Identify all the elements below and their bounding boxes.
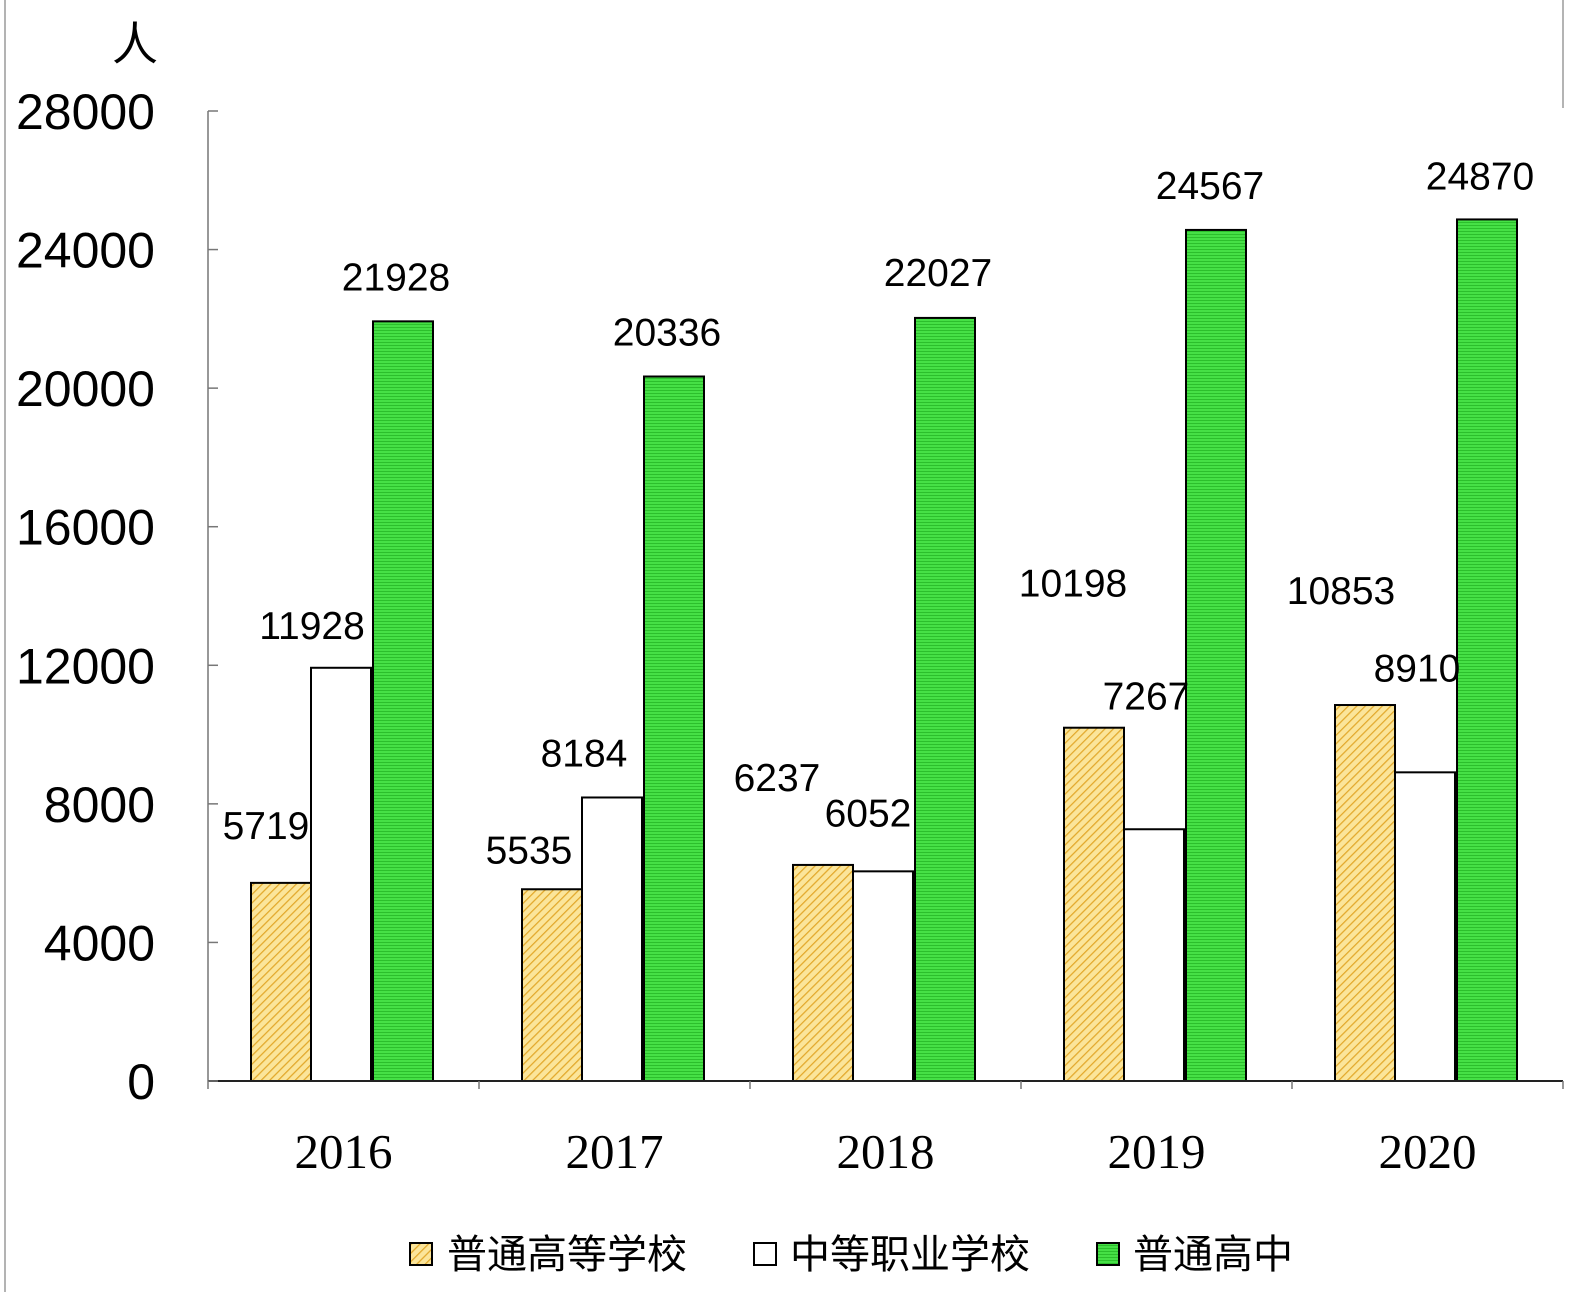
bar-general-higher-education-2016 <box>250 881 312 1082</box>
y-tick-label: 16000 <box>16 500 155 556</box>
legend-item-general-high-school: 普通高中 <box>1096 1232 1293 1278</box>
legend-swatch-hatched-yellow <box>409 1242 433 1266</box>
y-tick-label: 24000 <box>16 223 155 279</box>
y-tick-label: 28000 <box>16 84 155 140</box>
y-tick-label: 4000 <box>44 915 155 971</box>
data-label: 5719 <box>223 805 310 848</box>
legend: 普通高等学校 中等职业学校 普通高中 <box>409 1232 1293 1278</box>
data-label: 22027 <box>884 252 992 295</box>
legend-swatch-white <box>753 1242 777 1266</box>
legend-label: 中等职业学校 <box>790 1232 1030 1278</box>
data-label: 10198 <box>1019 563 1127 606</box>
x-category-label: 2016 <box>295 1124 393 1179</box>
bar-general-higher-education-2019 <box>1063 726 1125 1083</box>
bar-general-higher-education-2017 <box>521 888 583 1082</box>
y-axis-unit-label: 人 <box>112 17 158 71</box>
legend-swatch-green <box>1096 1242 1120 1266</box>
bar-secondary-vocational-2017 <box>581 796 643 1082</box>
data-label: 8910 <box>1374 647 1461 690</box>
bar-general-high-school-2016 <box>372 320 434 1082</box>
x-category-label: 2018 <box>837 1124 935 1179</box>
bar-general-high-school-2017 <box>643 375 705 1082</box>
data-label: 21928 <box>342 256 450 299</box>
bar-general-high-school-2019 <box>1185 228 1247 1082</box>
data-label: 10853 <box>1287 570 1395 613</box>
x-ticks-group: 2016 2017 2018 2019 2020 <box>207 1081 1564 1179</box>
legend-item-secondary-vocational: 中等职业学校 <box>753 1232 1030 1278</box>
y-tick-label: 12000 <box>16 638 155 694</box>
y-tick-label: 8000 <box>44 777 155 833</box>
data-label: 24870 <box>1426 155 1534 198</box>
bar-general-high-school-2018 <box>914 316 976 1082</box>
y-ticks-group: 0 4000 8000 12000 16000 20000 24000 28000 <box>16 84 218 1110</box>
bar-general-high-school-2020 <box>1456 218 1518 1083</box>
data-label: 6052 <box>825 792 912 835</box>
bar-secondary-vocational-2016 <box>310 666 372 1083</box>
legend-label: 普通高中 <box>1133 1232 1293 1278</box>
data-label: 11928 <box>259 605 365 648</box>
data-label: 6237 <box>734 757 821 800</box>
legend-label: 普通高等学校 <box>447 1232 687 1278</box>
axes-group <box>207 111 1563 1082</box>
bar-secondary-vocational-2020 <box>1394 771 1456 1082</box>
legend-item-general-higher-education: 普通高等学校 <box>409 1232 687 1278</box>
data-label: 8184 <box>541 732 628 775</box>
data-label: 24567 <box>1156 165 1264 208</box>
bar-general-higher-education-2018 <box>792 863 854 1082</box>
y-tick-label: 20000 <box>16 361 155 417</box>
x-category-label: 2019 <box>1108 1124 1206 1179</box>
bar-secondary-vocational-2018 <box>852 870 914 1082</box>
x-category-label: 2017 <box>566 1124 664 1179</box>
y-tick-label: 0 <box>127 1054 155 1110</box>
data-labels-group: 5719 5535 6237 10198 10853 11928 8184 6052 7267 8… <box>223 155 1535 872</box>
data-label: 20336 <box>613 312 721 355</box>
x-category-label: 2020 <box>1379 1124 1477 1179</box>
data-label: 5535 <box>486 829 573 872</box>
bar-secondary-vocational-2019 <box>1123 828 1185 1083</box>
data-label: 7267 <box>1103 675 1190 718</box>
bar-general-higher-education-2020 <box>1334 704 1396 1082</box>
bars-group <box>250 218 1518 1083</box>
